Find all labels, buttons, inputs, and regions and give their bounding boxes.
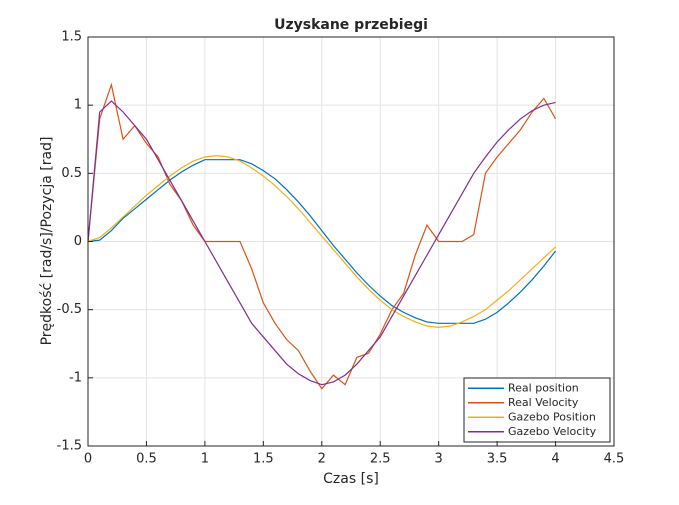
series-line [87,159,557,324]
y-tick-label: -1.5 [57,439,82,454]
y-axis-label: Prędkość [rad/s]/Pozycja [rad] [39,137,55,346]
chart-title: Uzyskane przebiegi [274,17,428,33]
legend-label: Gazebo Velocity [508,425,597,438]
legend-label: Real position [508,381,579,394]
y-tick-label: 0 [74,234,82,249]
x-tick-label: 4 [551,452,559,467]
lines [87,82,557,390]
y-tick-label: 1.5 [61,30,82,45]
y-tick-label: -1 [69,370,82,385]
y-tick-label: 0.5 [61,166,82,181]
legend-label: Gazebo Position [508,410,596,423]
x-tick-label: 4.5 [604,452,625,467]
y-tick-label: -0.5 [57,302,82,317]
x-tick-label: 0.5 [136,452,157,467]
x-tick-label: 0 [84,452,92,467]
x-tick-label: 3.5 [487,452,508,467]
x-tick-label: 2 [318,452,326,467]
series-line [87,82,557,390]
x-tick-label: 1.5 [253,452,274,467]
legend-label: Real Velocity [508,396,579,409]
x-tick-label: 1 [201,452,209,467]
x-axis-label: Czas [s] [323,471,379,487]
series-line [87,100,556,386]
x-tick-label: 2.5 [370,452,391,467]
y-tick-label: 1 [74,98,82,113]
x-tick-label: 3 [435,452,443,467]
series-line [87,155,556,328]
